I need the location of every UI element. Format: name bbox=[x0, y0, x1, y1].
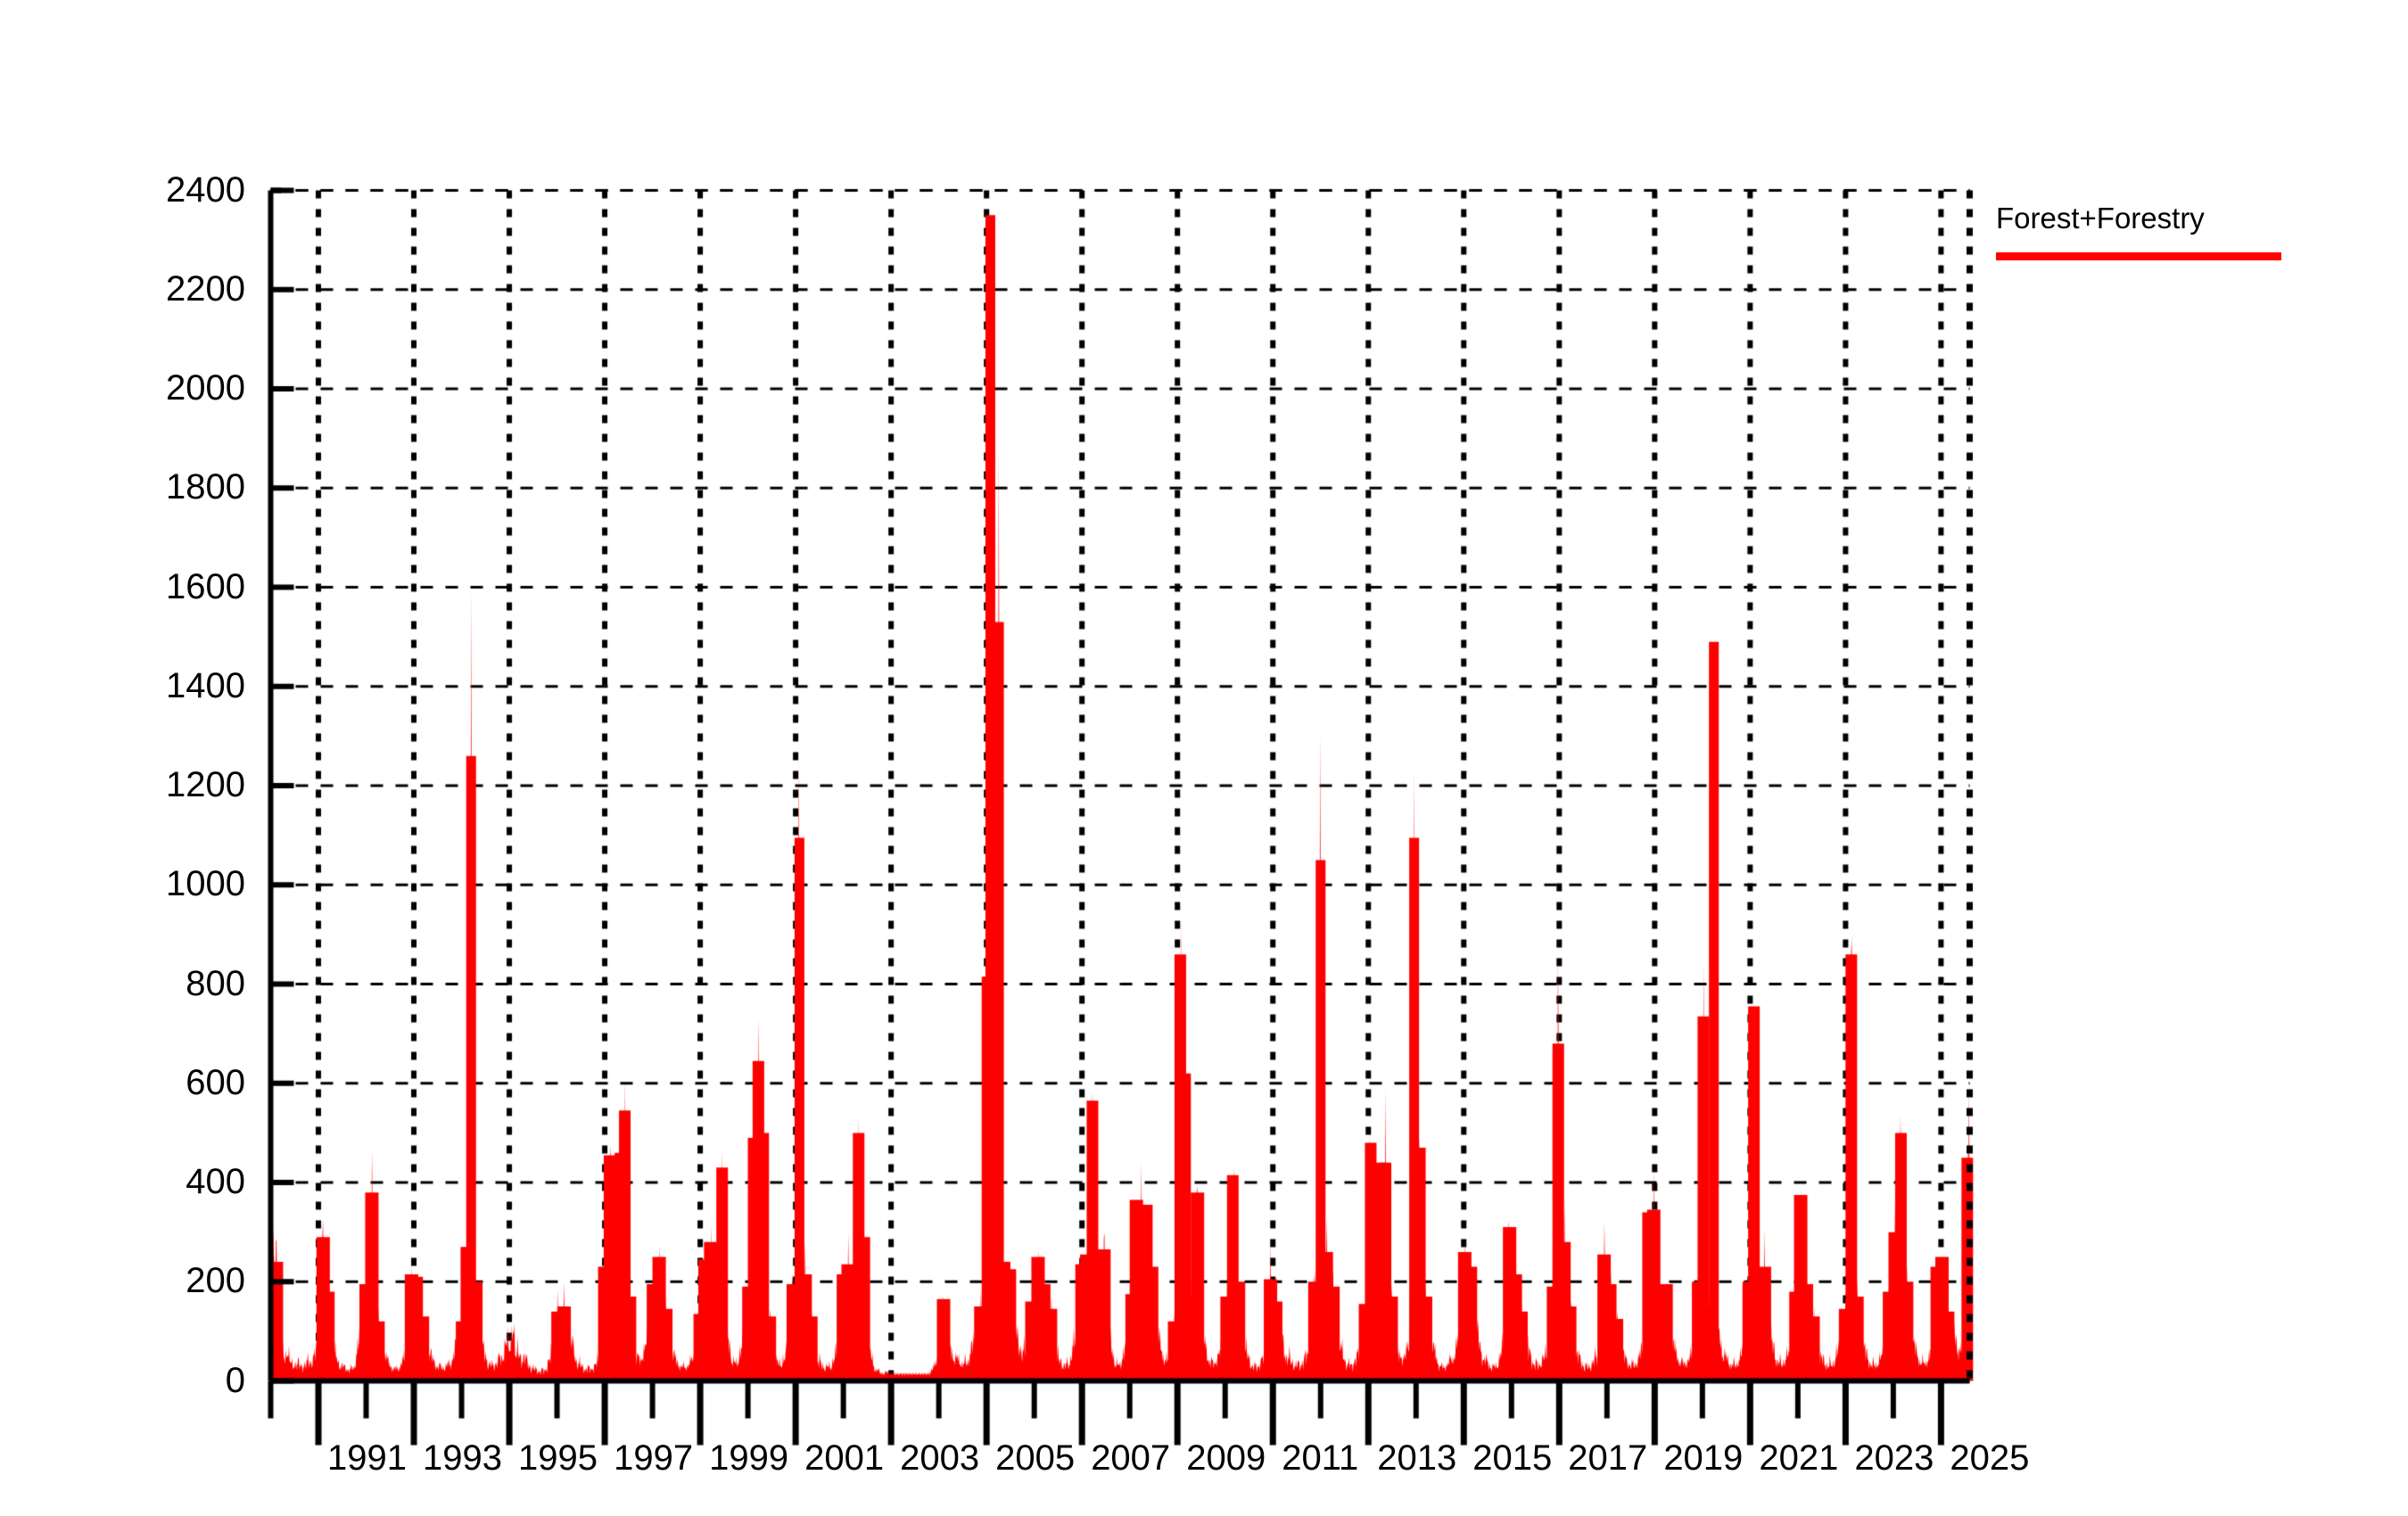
y-axis-tick: 1200 bbox=[9, 767, 245, 803]
legend-entry-label: Forest+Forestry bbox=[1996, 202, 2205, 235]
x-axis-tick-label: 2009 bbox=[1186, 1438, 1266, 1478]
x-axis-tick-label: 2007 bbox=[1091, 1438, 1171, 1478]
y-axis-tick-label: 1400 bbox=[166, 665, 245, 705]
y-axis-tick-label: 0 bbox=[225, 1360, 245, 1400]
y-axis-tick-label: 2200 bbox=[166, 268, 245, 309]
y-axis-tick: 800 bbox=[9, 966, 245, 1001]
y-axis-tick: 600 bbox=[9, 1065, 245, 1100]
y-axis-tick-label: 1600 bbox=[166, 566, 245, 606]
x-axis-tick-label: 2023 bbox=[1854, 1438, 1934, 1478]
y-axis-tick-label: 1800 bbox=[166, 467, 245, 507]
y-axis-tick: 2400 bbox=[9, 172, 245, 208]
x-axis-tick-label: 1997 bbox=[614, 1438, 694, 1478]
y-axis-tick: 1800 bbox=[9, 469, 245, 505]
y-axis-tick-label: 1200 bbox=[166, 765, 245, 804]
y-axis-tick: 1400 bbox=[9, 668, 245, 704]
x-axis-tick-label: 1995 bbox=[518, 1438, 598, 1478]
legend-color-swatch bbox=[1996, 252, 2281, 260]
x-axis-tick-label: 2001 bbox=[804, 1438, 885, 1478]
y-axis-tick-label: 400 bbox=[186, 1162, 245, 1201]
x-axis-tick-label: 2005 bbox=[995, 1438, 1076, 1478]
y-axis-tick: 0 bbox=[9, 1363, 245, 1398]
x-axis-tick-label: 1991 bbox=[327, 1438, 407, 1478]
x-axis-tick-label: 1993 bbox=[423, 1438, 503, 1478]
y-axis-tick: 1600 bbox=[9, 569, 245, 605]
x-axis-tick-label: 2011 bbox=[1282, 1438, 1359, 1478]
x-axis-tick-label: 2003 bbox=[900, 1438, 980, 1478]
y-axis-tick: 1000 bbox=[9, 866, 245, 902]
x-axis-tick-label: 2025 bbox=[1950, 1438, 2030, 1478]
y-axis-tick-label: 2000 bbox=[166, 368, 245, 408]
x-axis-tick-label: 2019 bbox=[1663, 1438, 1744, 1478]
y-axis-tick-label: 200 bbox=[186, 1261, 245, 1301]
y-axis-tick: 2000 bbox=[9, 370, 245, 406]
y-axis-tick-label: 1000 bbox=[166, 864, 245, 904]
y-axis-tick: 2200 bbox=[9, 271, 245, 307]
y-axis-tick-label: 2400 bbox=[166, 169, 245, 210]
y-axis-tick-label: 800 bbox=[186, 963, 245, 1003]
y-axis-tick: 400 bbox=[9, 1164, 245, 1199]
x-axis-tick-label: 2017 bbox=[1568, 1438, 1648, 1478]
x-axis-tick-label: 2013 bbox=[1377, 1438, 1457, 1478]
y-axis-tick: 200 bbox=[9, 1263, 245, 1298]
chart-legend: Forest+Forestry bbox=[1996, 203, 2388, 260]
x-axis-tick-label: 2021 bbox=[1759, 1438, 1839, 1478]
x-axis-tick-label: 1999 bbox=[709, 1438, 789, 1478]
x-axis-tick-label: 2015 bbox=[1472, 1438, 1553, 1478]
y-axis-tick-label: 600 bbox=[186, 1062, 245, 1102]
